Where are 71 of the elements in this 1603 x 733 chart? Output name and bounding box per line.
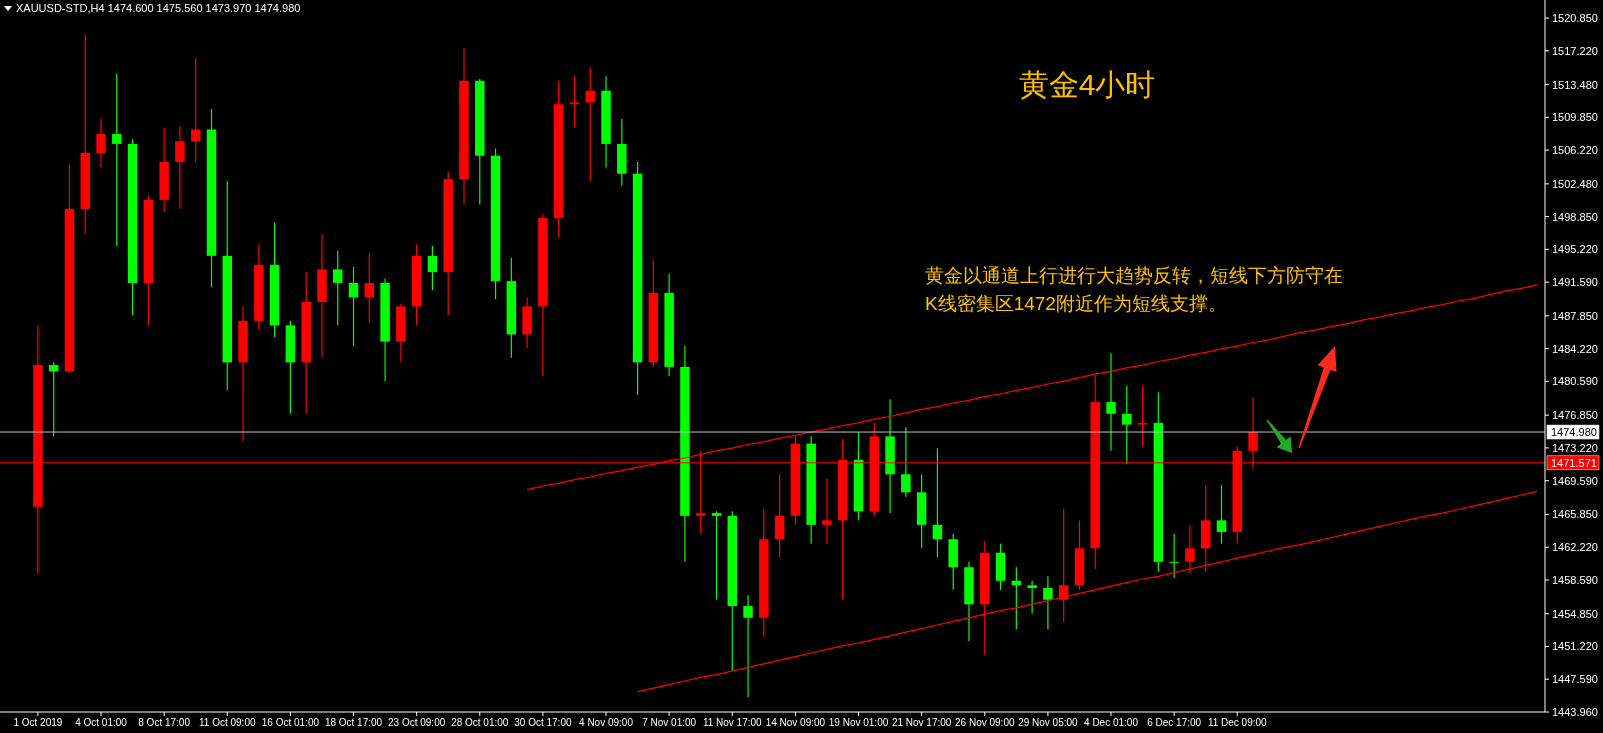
y-tick-label: 1517.220 bbox=[1552, 44, 1598, 57]
candlestick bbox=[1216, 484, 1227, 545]
x-tick-label: 21 Nov 17:00 bbox=[891, 717, 952, 728]
candlestick bbox=[333, 249, 343, 326]
candlestick bbox=[348, 266, 359, 347]
x-tick-label: 8 Oct 17:00 bbox=[138, 717, 191, 728]
candlestick bbox=[1169, 533, 1179, 579]
candlestick bbox=[743, 594, 753, 698]
y-tick-label: 1509.850 bbox=[1552, 111, 1598, 124]
x-tick-label: 11 Dec 09:00 bbox=[1207, 717, 1268, 728]
candlestick bbox=[901, 426, 911, 498]
candlestick bbox=[112, 72, 122, 247]
x-tick-label: 4 Dec 01:00 bbox=[1084, 717, 1139, 728]
y-tick-label: 1506.220 bbox=[1552, 144, 1598, 157]
x-tick-label: 4 Oct 01:00 bbox=[75, 717, 128, 728]
y-tick-label: 1487.850 bbox=[1552, 309, 1598, 322]
candlestick bbox=[1058, 507, 1069, 623]
x-tick-label: 11 Oct 09:00 bbox=[199, 717, 256, 728]
y-tick-label: 1484.220 bbox=[1552, 342, 1598, 355]
x-tick-label: 26 Nov 09:00 bbox=[955, 717, 1015, 728]
x-tick-label: 30 Oct 17:00 bbox=[514, 717, 572, 728]
candlestick bbox=[711, 510, 722, 601]
candlestick bbox=[1185, 524, 1195, 575]
y-tick-label: 1454.850 bbox=[1552, 607, 1598, 620]
y-tick-label: 1462.220 bbox=[1552, 541, 1598, 554]
x-tick-label: 29 Nov 05:00 bbox=[1018, 717, 1079, 728]
candlestick bbox=[175, 125, 185, 210]
x-tick-label: 4 Nov 09:00 bbox=[579, 717, 634, 728]
candlestick bbox=[569, 75, 580, 129]
text: 黄金4小时 bbox=[1018, 68, 1156, 101]
x-tick-label: 1 Oct 2019 bbox=[13, 717, 63, 728]
candlestick bbox=[932, 447, 943, 558]
x-tick-label: 14 Nov 09:00 bbox=[765, 717, 826, 728]
candlestick bbox=[364, 252, 375, 324]
candlestick bbox=[1122, 385, 1132, 465]
x-tick-label: 28 Oct 01:00 bbox=[451, 717, 509, 728]
x-tick-label: 6 Dec 17:00 bbox=[1147, 717, 1202, 728]
y-tick-label: 1513.480 bbox=[1552, 78, 1598, 91]
y-tick-label: 1498.850 bbox=[1552, 210, 1598, 223]
candlestick bbox=[1027, 580, 1037, 614]
x-tick-label: 19 Nov 01:00 bbox=[828, 717, 889, 728]
x-tick-label: 16 Oct 01:00 bbox=[261, 717, 320, 728]
candlestick bbox=[48, 361, 59, 437]
y-tick-label: 1495.220 bbox=[1552, 243, 1598, 256]
ref-line-label: 1474.980 bbox=[1551, 426, 1597, 439]
x-tick-label: 23 Oct 09:00 bbox=[388, 717, 446, 728]
y-tick-label: 1443.960 bbox=[1552, 706, 1598, 718]
annotation: 黄金以通道上行进行大趋势反转，短线下方防守在 K线密集区1472附近作为短线支撑。 bbox=[925, 265, 1343, 314]
candlestick bbox=[822, 478, 832, 545]
y-tick-label: 1465.850 bbox=[1552, 508, 1598, 521]
candlestick bbox=[1106, 352, 1116, 452]
y-tick-label: 1451.220 bbox=[1552, 640, 1598, 653]
y-tick-label: 1502.480 bbox=[1552, 177, 1598, 190]
y-tick-label: 1469.590 bbox=[1552, 474, 1598, 487]
annotation: XAUUSD-STD,H4 1474.600 1475.560 1473.970 1474.980 bbox=[16, 2, 301, 14]
x-tick-label: 11 Nov 17:00 bbox=[702, 717, 763, 728]
y-tick-label: 1491.590 bbox=[1552, 276, 1598, 289]
x-tick-label: 7 Nov 01:00 bbox=[642, 717, 697, 728]
y-tick-label: 1476.850 bbox=[1552, 409, 1598, 422]
y-tick-label: 1458.590 bbox=[1552, 573, 1598, 586]
y-tick-label: 1447.590 bbox=[1552, 673, 1598, 686]
candlestick bbox=[96, 118, 106, 169]
candlestick bbox=[774, 473, 785, 558]
candlestick bbox=[1137, 385, 1148, 447]
y-tick-label: 1480.590 bbox=[1552, 375, 1598, 388]
candlestick bbox=[427, 245, 438, 291]
x-tick-label: 18 Oct 17:00 bbox=[324, 717, 383, 728]
ref-line-label: 1471.571 bbox=[1551, 456, 1597, 469]
candlestick bbox=[1043, 575, 1053, 631]
y-tick-label: 1473.220 bbox=[1552, 441, 1598, 454]
y-tick-label: 1520.850 bbox=[1552, 12, 1598, 25]
